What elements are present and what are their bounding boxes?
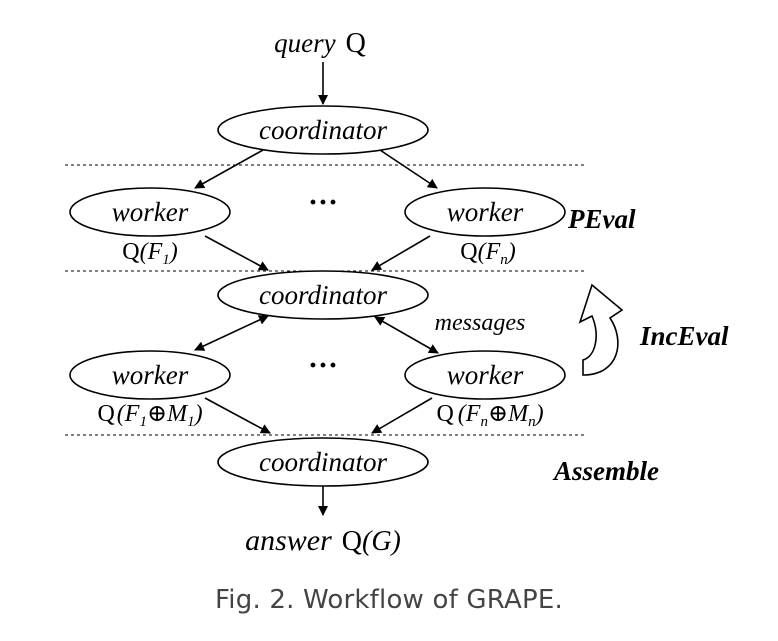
arrow-coord-to-worker-right xyxy=(379,149,438,189)
arrow-inc-worker-left-to-coord xyxy=(204,397,271,434)
dots-inceval: ··· xyxy=(308,349,338,382)
coordinator-top-label: coordinator xyxy=(259,115,387,145)
messages-label: messages xyxy=(435,310,526,336)
arrow-coord-to-worker-left xyxy=(194,149,264,189)
phase-inceval-label: IncEval xyxy=(639,321,729,351)
coordinator-middle: coordinator xyxy=(217,270,429,320)
arrow-worker-right-to-coord xyxy=(371,235,431,271)
inceval-left-sublabel: Q(F1⊕M1) xyxy=(97,401,202,430)
coordinator-middle-label: coordinator xyxy=(259,280,387,310)
phase-peval-label: PEval xyxy=(567,204,636,234)
worker-peval-right: worker xyxy=(404,187,566,237)
inceval-right-sublabel: Q (Fn⊕Mn) xyxy=(436,401,543,430)
coordinator-bottom-label: coordinator xyxy=(259,447,387,477)
peval-right-sublabel: Q(Fn) xyxy=(460,239,516,268)
query-label: query Q xyxy=(274,28,366,59)
worker-inceval-right: worker xyxy=(404,350,566,400)
inceval-loop-arrow xyxy=(578,283,624,376)
arrow-coord-worker-right-bidir xyxy=(374,316,439,354)
worker-peval-right-label: worker xyxy=(447,197,524,227)
arrow-inc-worker-right-to-coord xyxy=(371,397,433,434)
worker-inceval-left-label: worker xyxy=(112,360,189,390)
figure-caption: Fig. 2. Workflow of GRAPE. xyxy=(215,585,563,615)
worker-peval-left-label: worker xyxy=(112,197,189,227)
grape-workflow-diagram: query Q coordinator worker ··· worker PE… xyxy=(65,28,729,557)
peval-left-sublabel: Q(F1) xyxy=(122,239,178,268)
coordinator-bottom: coordinator xyxy=(217,437,429,487)
worker-peval-left: worker xyxy=(69,187,231,237)
answer-label: answer Q(G) xyxy=(245,524,401,557)
coordinator-top: coordinator xyxy=(217,105,429,155)
worker-inceval-right-label: worker xyxy=(447,360,524,390)
phase-assemble-label: Assemble xyxy=(552,456,659,486)
dots-peval: ··· xyxy=(308,186,338,219)
arrow-coord-worker-left-bidir xyxy=(194,315,269,351)
arrow-worker-left-to-coord xyxy=(204,235,269,271)
worker-inceval-left: worker xyxy=(69,350,231,400)
